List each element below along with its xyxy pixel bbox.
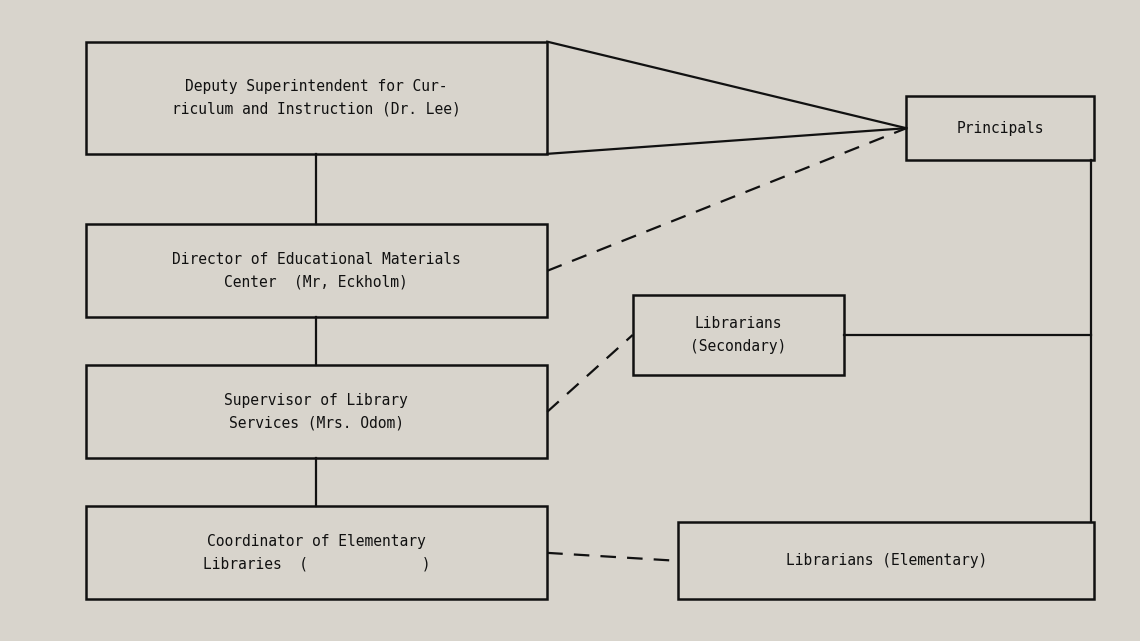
FancyBboxPatch shape — [86, 224, 547, 317]
Text: Supervisor of Library
Services (Mrs. Odom): Supervisor of Library Services (Mrs. Odo… — [225, 393, 408, 431]
FancyBboxPatch shape — [906, 96, 1094, 160]
FancyBboxPatch shape — [86, 42, 547, 154]
FancyBboxPatch shape — [86, 365, 547, 458]
FancyBboxPatch shape — [633, 295, 844, 375]
Text: Director of Educational Materials
Center  (Mr, Eckholm): Director of Educational Materials Center… — [172, 252, 461, 290]
Text: Librarians
(Secondary): Librarians (Secondary) — [690, 316, 787, 354]
FancyBboxPatch shape — [86, 506, 547, 599]
FancyBboxPatch shape — [678, 522, 1094, 599]
Text: Principals: Principals — [956, 121, 1044, 136]
Text: Coordinator of Elementary
Libraries  (             ): Coordinator of Elementary Libraries ( ) — [203, 534, 430, 572]
Text: Deputy Superintendent for Cur-
riculum and Instruction (Dr. Lee): Deputy Superintendent for Cur- riculum a… — [172, 79, 461, 117]
Text: Librarians (Elementary): Librarians (Elementary) — [785, 553, 987, 569]
